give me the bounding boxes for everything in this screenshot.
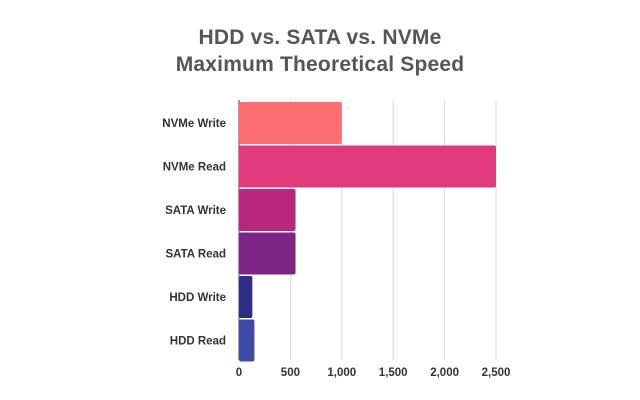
category-label: HDD Write: [169, 292, 226, 304]
category-label: HDD Read: [170, 336, 226, 348]
bar: [239, 232, 296, 275]
bar: [239, 102, 342, 144]
chart-title-line-2: Maximum Theoretical Speed: [175, 53, 465, 76]
x-tick-label: 1,000: [327, 367, 356, 379]
x-tick-label: 2,000: [430, 367, 459, 379]
x-tick-label: 2,500: [482, 367, 511, 379]
category-label: SATA Write: [165, 205, 226, 217]
bar: [239, 145, 496, 188]
bar: [239, 189, 296, 231]
bar: [239, 319, 255, 362]
x-tick-label: 500: [281, 367, 300, 379]
category-label: NVMe Write: [162, 118, 226, 130]
category-label: NVMe Read: [163, 162, 226, 174]
x-tick-label: 0: [236, 367, 242, 379]
bar: [239, 276, 253, 318]
x-tick-label: 1,500: [379, 367, 408, 379]
chart-title-line-1: HDD vs. SATA vs. NVMe: [198, 26, 442, 49]
category-label: SATA Read: [166, 249, 227, 261]
